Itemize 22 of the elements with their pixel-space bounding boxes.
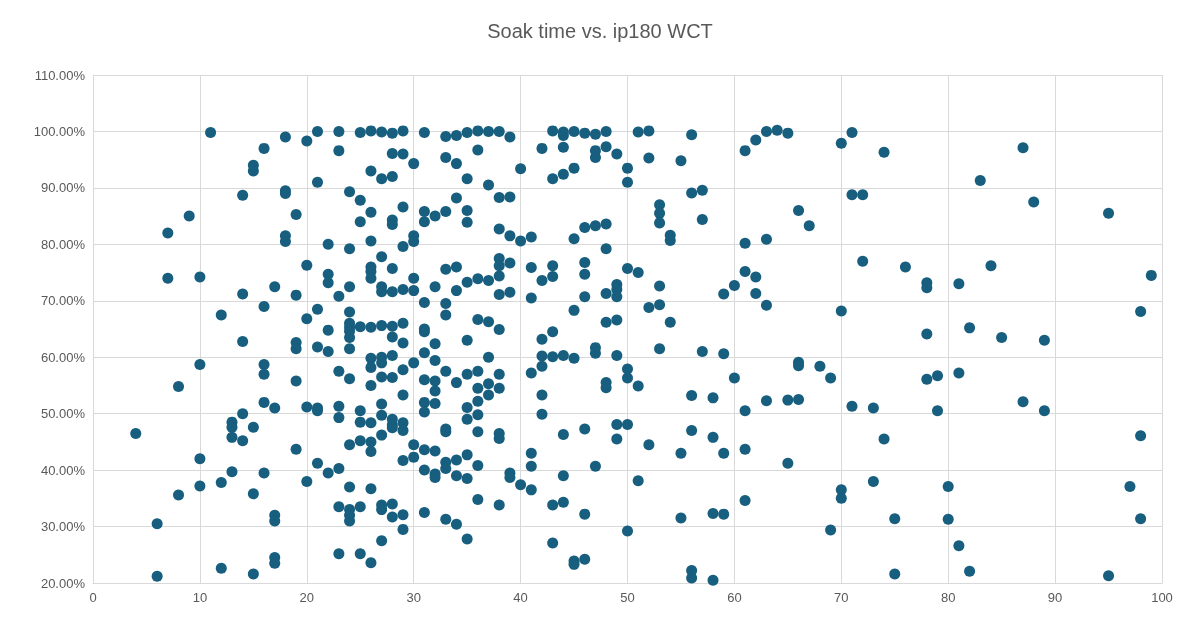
y-tick-label: 110.00% xyxy=(34,67,86,83)
x-tick-label: 20 xyxy=(299,590,315,605)
y-tick-label: 80.00% xyxy=(40,236,86,252)
y-tick-label: 90.00% xyxy=(40,180,86,196)
y-tick-label: 40.00% xyxy=(40,462,86,478)
y-tick-label: 70.00% xyxy=(40,293,86,309)
x-tick-label: 100 xyxy=(1151,590,1173,605)
x-tick-label: 70 xyxy=(834,590,849,605)
x-tick-label: 80 xyxy=(940,590,956,605)
x-tick-label: 50 xyxy=(620,590,635,605)
x-tick-label: 30 xyxy=(406,590,421,605)
x-tick-label: 40 xyxy=(513,590,528,605)
x-tick-label: 10 xyxy=(192,590,208,605)
y-tick-label: 60.00% xyxy=(40,349,86,365)
x-tick-label: 60 xyxy=(727,590,742,605)
y-tick-label: 20.00% xyxy=(40,575,86,591)
y-tick-label: 30.00% xyxy=(40,519,86,535)
chart-title: Soak time vs. ip180 WCT xyxy=(487,20,713,42)
y-tick-label: 100.00% xyxy=(33,123,86,139)
x-tick-label: 0 xyxy=(89,590,97,605)
y-tick-label: 50.00% xyxy=(40,406,86,422)
x-tick-label: 90 xyxy=(1047,590,1063,605)
